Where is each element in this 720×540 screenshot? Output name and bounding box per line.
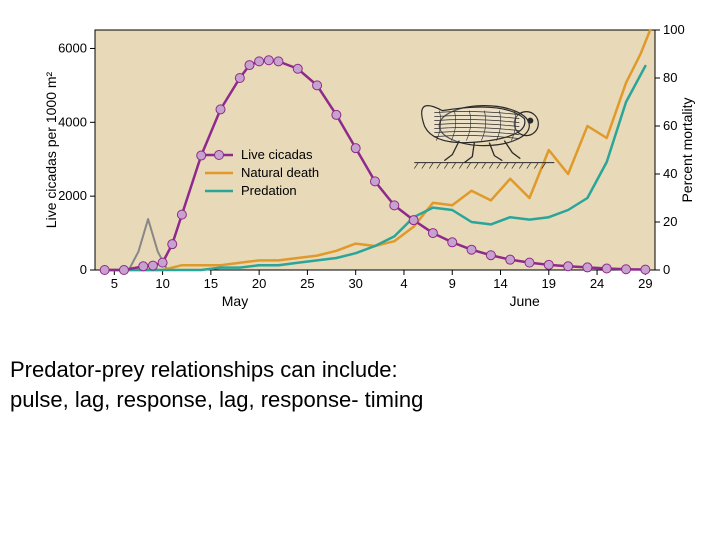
legend-label: Live cicadas <box>241 147 313 162</box>
marker-live_cicadas <box>428 229 437 238</box>
marker-live_cicadas <box>274 57 283 66</box>
marker-live_cicadas <box>216 105 225 114</box>
x-month-label: June <box>509 293 540 309</box>
marker-live_cicadas <box>245 61 254 70</box>
marker-live_cicadas <box>119 266 128 275</box>
x-tick-label: 25 <box>300 276 314 291</box>
legend-marker <box>215 151 224 160</box>
marker-live_cicadas <box>583 263 592 272</box>
marker-live_cicadas <box>197 151 206 160</box>
marker-live_cicadas <box>622 265 631 274</box>
caption-text: Predator-prey relationships can include:… <box>10 355 423 414</box>
x-tick-label: 20 <box>252 276 266 291</box>
left-tick-label: 4000 <box>58 114 87 129</box>
marker-live_cicadas <box>158 258 167 267</box>
marker-live_cicadas <box>390 201 399 210</box>
marker-live_cicadas <box>602 264 611 273</box>
marker-live_cicadas <box>235 74 244 83</box>
x-tick-label: 15 <box>204 276 218 291</box>
marker-live_cicadas <box>467 245 476 254</box>
right-tick-label: 0 <box>663 262 670 277</box>
marker-live_cicadas <box>100 266 109 275</box>
right-tick-label: 40 <box>663 166 677 181</box>
x-tick-label: 19 <box>542 276 556 291</box>
marker-live_cicadas <box>564 262 573 271</box>
marker-live_cicadas <box>486 251 495 260</box>
marker-live_cicadas <box>177 210 186 219</box>
marker-live_cicadas <box>139 262 148 271</box>
chart: 0 2000 4000 6000 0 20 40 60 80 100 5 10 15 20 25 30 4 9 14… <box>40 20 700 320</box>
x-tick-label: 14 <box>493 276 507 291</box>
x-tick-label: 9 <box>449 276 456 291</box>
legend-label: Predation <box>241 183 297 198</box>
marker-live_cicadas <box>525 258 534 267</box>
x-month-label: May <box>222 293 248 309</box>
right-tick-label: 100 <box>663 22 685 37</box>
caption-line2: pulse, lag, response, lag, response- tim… <box>10 387 423 412</box>
marker-live_cicadas <box>506 255 515 264</box>
left-tick-label: 2000 <box>58 188 87 203</box>
right-tick-label: 80 <box>663 70 677 85</box>
slide: 0 2000 4000 6000 0 20 40 60 80 100 5 10 15 20 25 30 4 9 14… <box>0 0 720 540</box>
marker-live_cicadas <box>168 240 177 249</box>
x-tick-label: 24 <box>590 276 604 291</box>
right-axis-label: Percent mortality <box>679 97 695 202</box>
left-tick-label: 6000 <box>58 40 87 55</box>
caption-line1: Predator-prey relationships can include: <box>10 357 398 382</box>
marker-live_cicadas <box>148 261 157 270</box>
marker-live_cicadas <box>641 265 650 274</box>
x-tick-label: 10 <box>155 276 169 291</box>
left-tick-label: 0 <box>80 262 87 277</box>
right-tick-label: 60 <box>663 118 677 133</box>
marker-live_cicadas <box>293 64 302 73</box>
marker-live_cicadas <box>264 56 273 65</box>
marker-live_cicadas <box>332 110 341 119</box>
marker-live_cicadas <box>255 57 264 66</box>
marker-live_cicadas <box>351 144 360 153</box>
marker-live_cicadas <box>544 260 553 269</box>
right-tick-label: 20 <box>663 214 677 229</box>
marker-live_cicadas <box>409 216 418 225</box>
marker-live_cicadas <box>313 81 322 90</box>
chart-container: 0 2000 4000 6000 0 20 40 60 80 100 5 10 15 20 25 30 4 9 14… <box>40 20 700 320</box>
plot-area <box>95 30 655 270</box>
x-tick-label: 5 <box>111 276 118 291</box>
x-tick-label: 30 <box>348 276 362 291</box>
marker-live_cicadas <box>448 238 457 247</box>
x-tick-label: 4 <box>400 276 407 291</box>
left-axis-label: Live cicadas per 1000 m² <box>43 71 59 228</box>
marker-live_cicadas <box>371 177 380 186</box>
legend-label: Natural death <box>241 165 319 180</box>
x-tick-label: 29 <box>638 276 652 291</box>
